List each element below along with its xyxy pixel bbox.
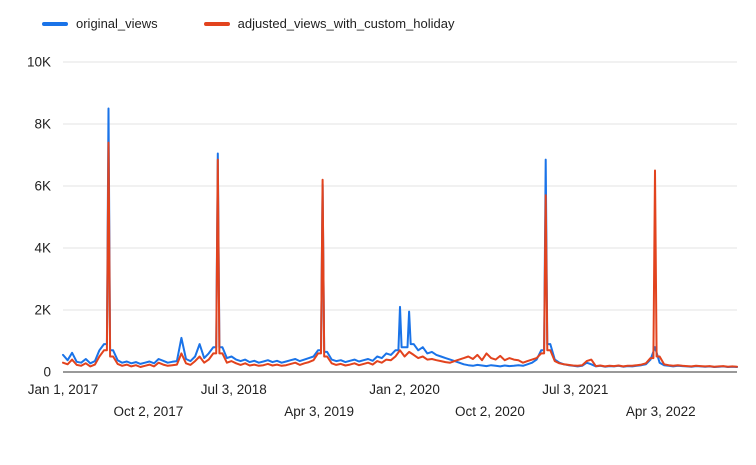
y-tick-label: 8K (34, 117, 51, 132)
legend-item-original-views[interactable]: original_views (42, 16, 158, 31)
y-tick-label: 4K (34, 241, 51, 256)
legend-label-original-views: original_views (76, 16, 158, 31)
y-tick-label: 0 (43, 365, 51, 380)
x-tick-label: Oct 2, 2017 (113, 404, 183, 419)
legend-swatch-original-views (42, 21, 68, 26)
x-tick-label: Apr 3, 2019 (284, 404, 354, 419)
x-tick-label: Oct 2, 2020 (455, 404, 525, 419)
series-line-original_views (62, 107, 738, 368)
x-tick-label: Jul 3, 2021 (542, 382, 608, 397)
series-line-adjusted_views_with_custom_holiday (62, 141, 738, 368)
y-tick-label: 10K (27, 55, 51, 70)
legend-item-adjusted-views[interactable]: adjusted_views_with_custom_holiday (203, 16, 455, 31)
x-tick-label: Apr 3, 2022 (626, 404, 696, 419)
x-tick-label: Jul 3, 2018 (201, 382, 267, 397)
x-tick-label: Jan 1, 2017 (28, 382, 99, 397)
legend-label-adjusted-views: adjusted_views_with_custom_holiday (237, 16, 455, 31)
x-tick-label: Jan 2, 2020 (369, 382, 440, 397)
y-tick-label: 2K (34, 303, 51, 318)
y-tick-label: 6K (34, 179, 51, 194)
chart-legend: original_views adjusted_views_with_custo… (42, 16, 454, 31)
legend-swatch-adjusted-views (203, 21, 230, 26)
